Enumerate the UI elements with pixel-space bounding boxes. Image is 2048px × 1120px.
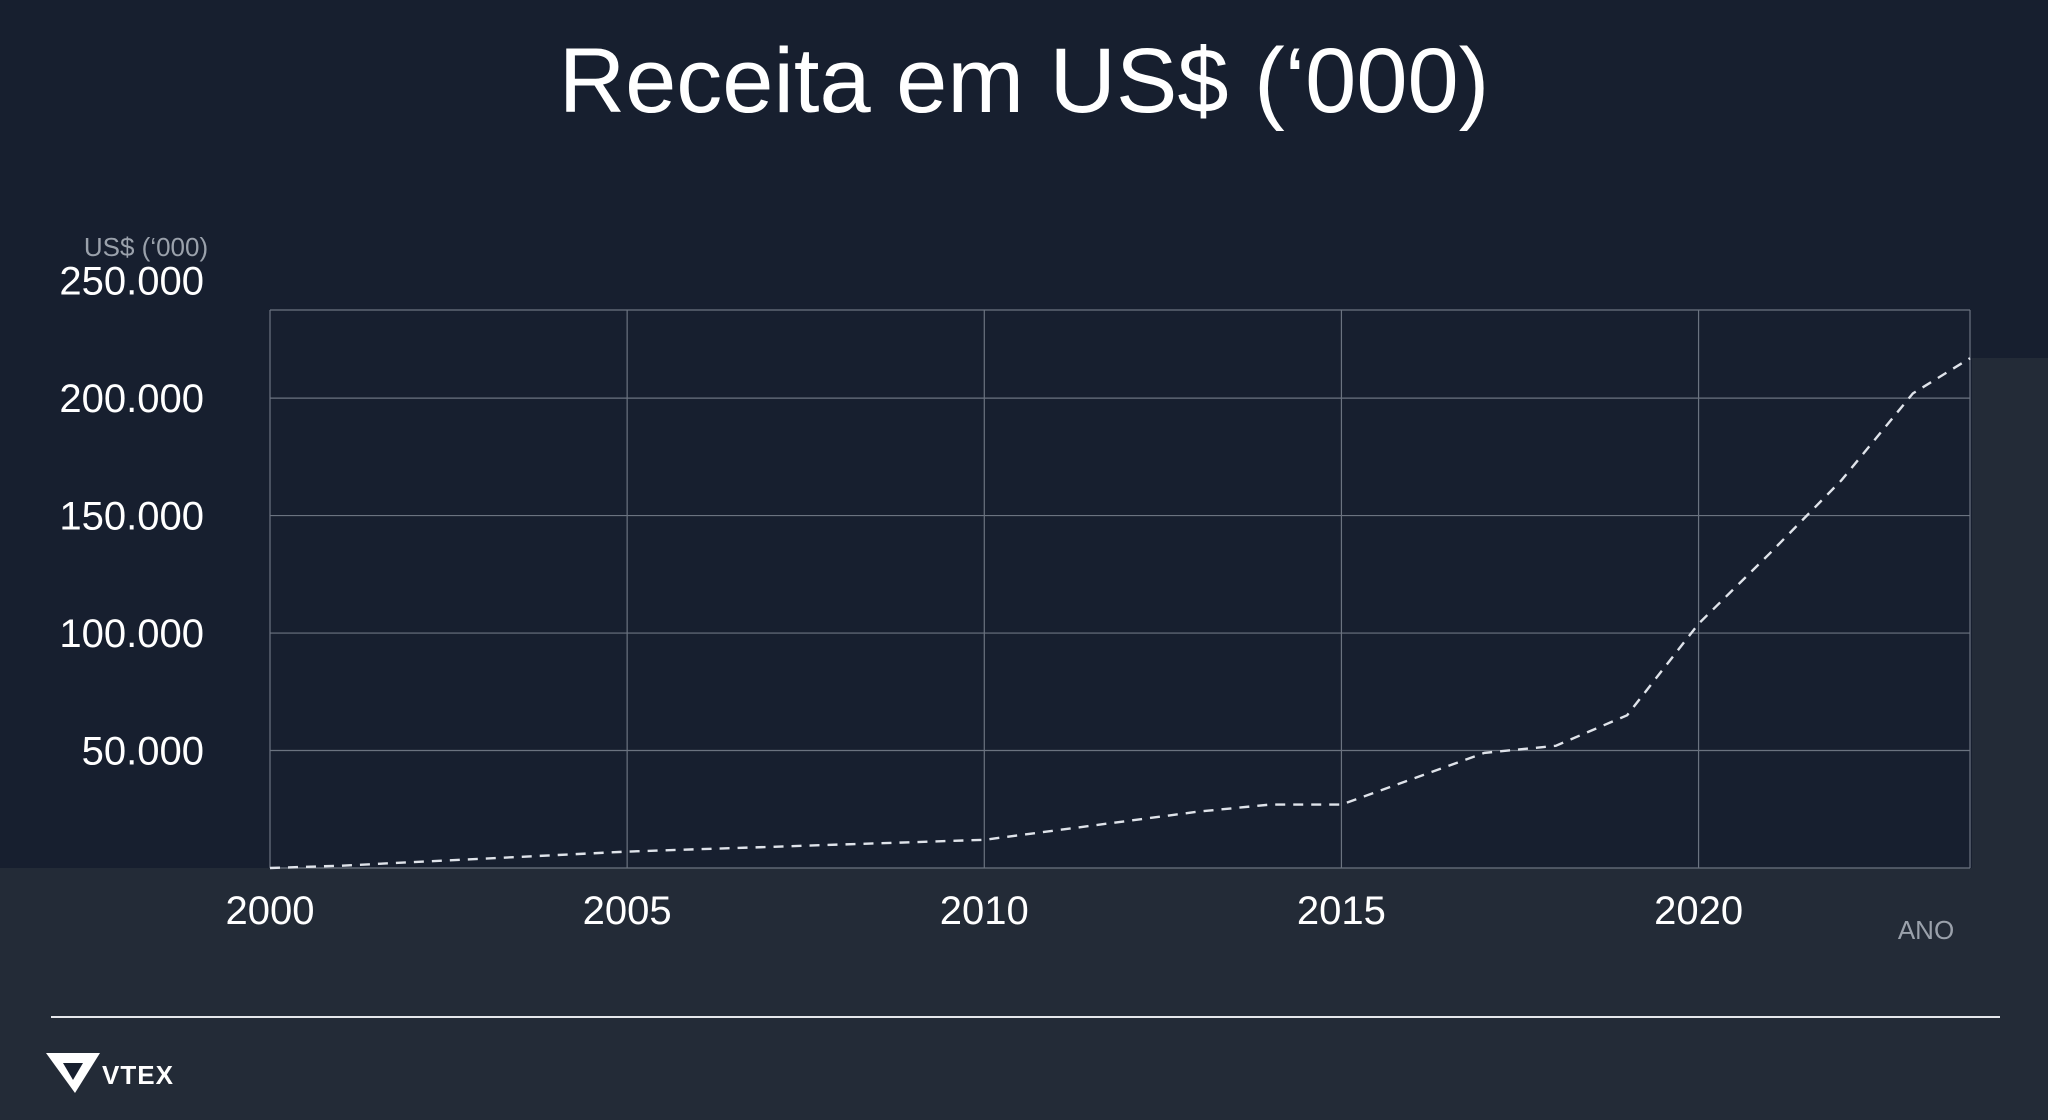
vtex-logo-icon-cutout	[63, 1063, 83, 1080]
y-tick-label: 150.000	[59, 495, 204, 539]
x-tick-label: 2010	[940, 889, 1029, 933]
y-tick-label: 50.000	[82, 730, 204, 774]
y-tick-label: 100.000	[59, 612, 204, 656]
x-tick-label: 2005	[583, 889, 672, 933]
x-tick-label: 2015	[1297, 889, 1386, 933]
x-tick-label: 2020	[1654, 889, 1743, 933]
x-axis-label: ANO	[1898, 915, 1954, 945]
grid	[269, 309, 1971, 869]
background-dark-panel	[0, 0, 2048, 868]
vtex-logo-text: VTEX	[102, 1060, 174, 1090]
y-axis-ticks: 50.000 100.000 150.000 200.000 250.000	[59, 260, 204, 774]
chart-title: Receita em US$ (‘000)	[559, 30, 1490, 132]
y-tick-label: 200.000	[59, 377, 204, 421]
vtex-logo: VTEX	[46, 1053, 174, 1093]
x-axis-ticks: 2000 2005 2010 2015 2020	[226, 889, 1744, 933]
x-tick-label: 2000	[226, 889, 315, 933]
y-tick-label: 250.000	[59, 260, 204, 304]
y-axis-label: US$ (‘000)	[84, 232, 208, 262]
